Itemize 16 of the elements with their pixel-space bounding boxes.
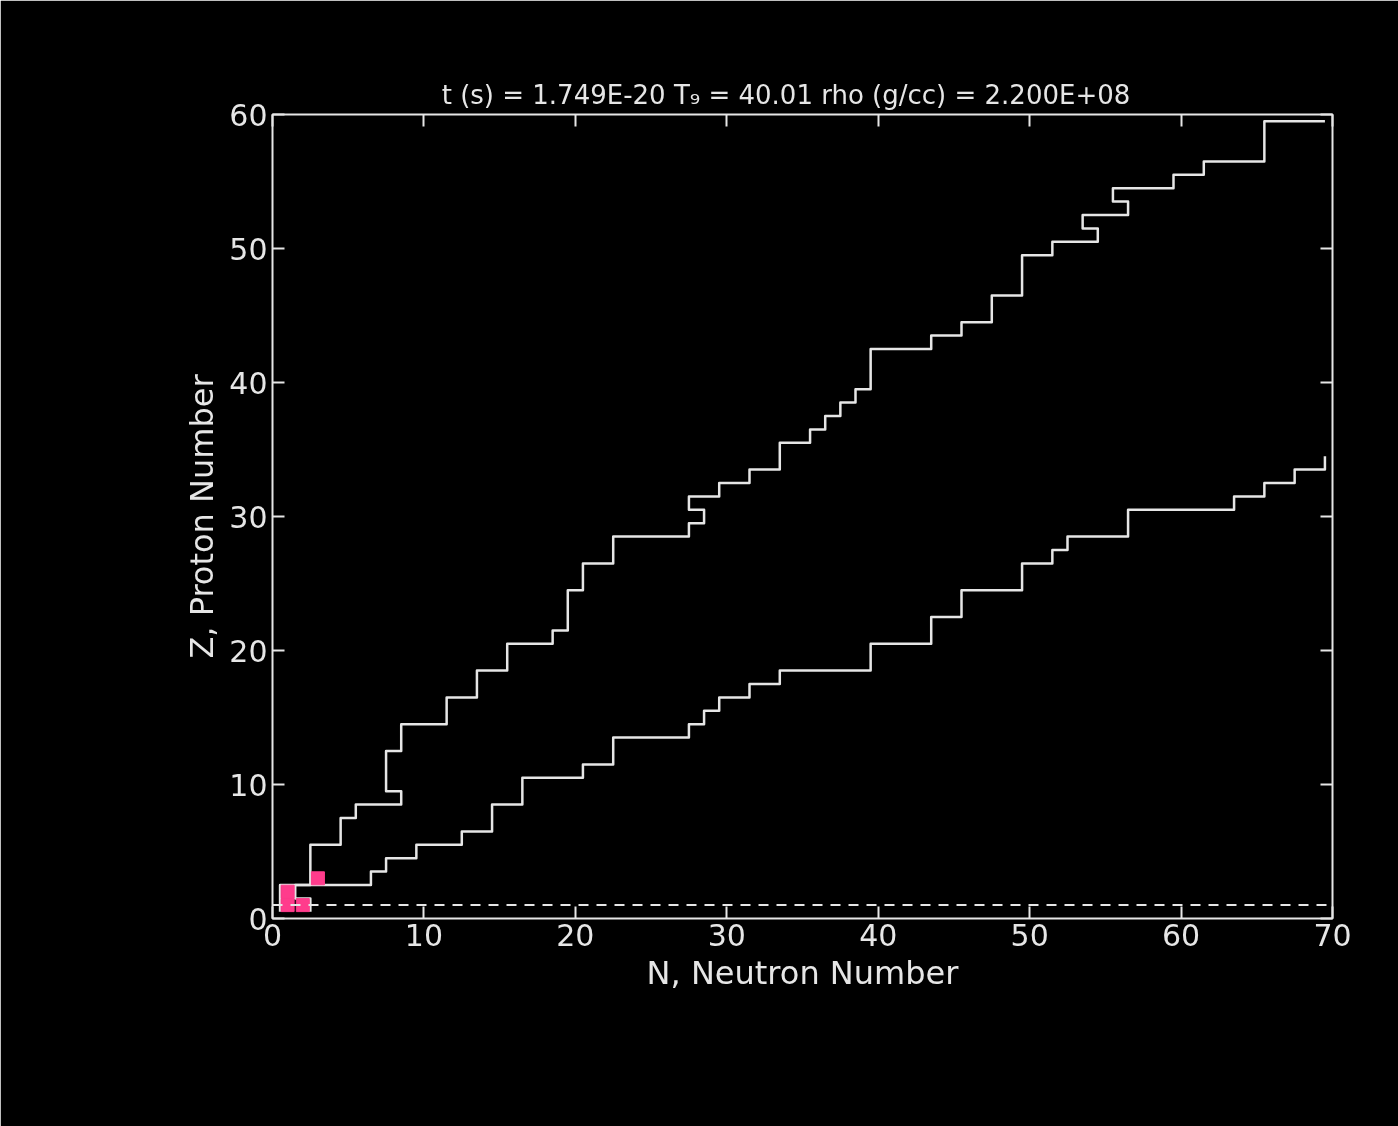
y-axis-title: Z, Proton Number xyxy=(183,373,222,659)
y-tick-label: 20 xyxy=(229,633,268,669)
y-tick-label: 40 xyxy=(229,365,268,401)
x-tick-label: 30 xyxy=(707,917,746,953)
x-tick-label: 10 xyxy=(404,917,444,953)
y-tick-label: 60 xyxy=(229,97,268,133)
y-tick-label: 30 xyxy=(229,499,268,535)
x-tick-label: 20 xyxy=(556,917,595,953)
x-tick-label: 70 xyxy=(1313,917,1352,953)
y-tick-label: 10 xyxy=(229,767,268,803)
x-tick-label: 40 xyxy=(859,917,898,953)
y-tick-label: 50 xyxy=(229,231,268,267)
chart-title: t (s) = 1.749E-20 T₉ = 40.01 rho (g/cc) = 2.200E+08 xyxy=(441,79,1131,110)
x-tick-label: 60 xyxy=(1161,917,1201,953)
x-axis-title: N, Neutron Number xyxy=(646,953,960,992)
x-tick-label: 50 xyxy=(1010,917,1049,953)
